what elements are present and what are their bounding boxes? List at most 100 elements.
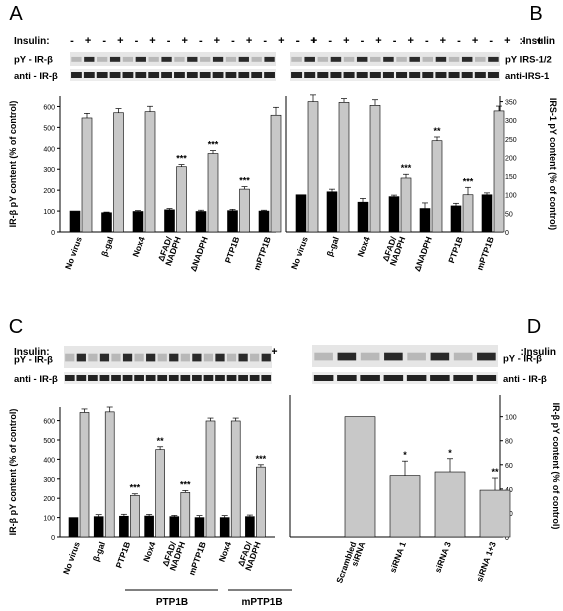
blot-band bbox=[200, 56, 211, 62]
blot-band bbox=[304, 56, 315, 62]
insulin-sign-B: + bbox=[440, 35, 446, 47]
bar-A bbox=[195, 211, 207, 233]
bar-C bbox=[79, 412, 90, 538]
bar-B bbox=[326, 191, 338, 233]
blot-band bbox=[317, 72, 329, 78]
blot-band bbox=[317, 56, 329, 62]
bar-B bbox=[369, 105, 381, 233]
blot-label-anti-D: anti - IR-β bbox=[503, 374, 547, 385]
blot-band bbox=[356, 56, 368, 62]
y-tick-label: 0 bbox=[51, 535, 55, 542]
blot-band bbox=[291, 72, 303, 78]
blot-band bbox=[145, 375, 156, 381]
blot-band bbox=[161, 56, 172, 62]
y-tick-label: 100 bbox=[505, 193, 517, 200]
blot-band bbox=[343, 72, 355, 78]
y-tick-label: 100 bbox=[43, 516, 55, 523]
category-label-B: PTP1B bbox=[446, 235, 465, 264]
category-label-C: PTP1B bbox=[114, 540, 133, 569]
bar-C bbox=[180, 492, 191, 538]
blot-band bbox=[161, 72, 172, 78]
blot-band bbox=[264, 56, 275, 62]
insulin-sign-B: + bbox=[311, 35, 317, 47]
chart-B: 0 50 100 150 200 250 300 350 IRS-1 pY content (%… bbox=[285, 94, 558, 273]
blot-label-anti-B: anti-IRS-1 bbox=[505, 71, 550, 82]
blot-band bbox=[488, 56, 499, 62]
bar-C bbox=[119, 515, 129, 538]
blot-band bbox=[187, 56, 198, 62]
blot-band bbox=[396, 56, 407, 62]
y-tick-label: 600 bbox=[43, 104, 55, 111]
bar-B bbox=[493, 110, 505, 233]
bar-D bbox=[434, 471, 466, 538]
insulin-sign-A: + bbox=[278, 35, 284, 47]
blot-band bbox=[461, 72, 473, 78]
insulin-sign-A: - bbox=[167, 35, 171, 47]
blot-band bbox=[97, 56, 108, 62]
blot-band bbox=[148, 56, 159, 62]
bar-B bbox=[481, 194, 493, 233]
blot-band bbox=[226, 375, 237, 381]
bar-C bbox=[219, 517, 230, 538]
bar-B bbox=[400, 177, 412, 233]
category-label-A: ΔNADPH bbox=[188, 235, 210, 273]
insulin-sign-B: + bbox=[536, 35, 542, 47]
bar-B bbox=[307, 101, 319, 233]
bar-A bbox=[270, 114, 282, 233]
blot-band bbox=[157, 353, 167, 362]
blot-band bbox=[261, 375, 272, 381]
significance-mark: * bbox=[403, 450, 407, 460]
significance-mark: *** bbox=[208, 140, 219, 150]
significance-mark: *** bbox=[401, 163, 412, 173]
blot-band bbox=[430, 375, 450, 381]
insulin-sign-B: - bbox=[328, 35, 332, 47]
blot-band bbox=[212, 72, 224, 78]
category-label-B: mPTP1B bbox=[475, 235, 496, 271]
category-label-D: siRNA 1 bbox=[387, 540, 408, 574]
y-axis-label-C: IR-β pY content (% of control) bbox=[8, 409, 18, 536]
blot-strip-anti-D bbox=[312, 372, 498, 384]
y-tick-label: 0 bbox=[505, 230, 509, 237]
blot-band bbox=[382, 72, 394, 78]
blot-band bbox=[476, 375, 497, 381]
insulin-sign-A: + bbox=[85, 35, 91, 47]
panel-letter-D: D bbox=[527, 316, 541, 338]
y-tick-label: 300 bbox=[43, 477, 55, 484]
y-tick-label: 500 bbox=[43, 438, 55, 445]
insulin-sign-B: - bbox=[361, 35, 365, 47]
blot-band bbox=[174, 72, 185, 78]
y-tick-label: 100 bbox=[43, 209, 55, 216]
blot-band bbox=[83, 72, 95, 78]
bar-B bbox=[357, 201, 369, 233]
blot-band bbox=[384, 352, 403, 361]
category-label-D: siRNA 3 bbox=[432, 540, 453, 574]
blot-band bbox=[238, 56, 249, 62]
blot-band bbox=[186, 72, 198, 78]
panel-letter-B: B bbox=[529, 3, 542, 25]
y-axis-label-A: IR-β pY content (% of control) bbox=[8, 101, 18, 228]
y-tick-label: 250 bbox=[505, 137, 517, 144]
bar-B bbox=[450, 205, 462, 233]
blot-band bbox=[406, 375, 427, 381]
y-tick-label: 60 bbox=[505, 463, 513, 470]
blot-band bbox=[477, 352, 496, 361]
category-label-D: siRNA 1+3 bbox=[474, 540, 498, 583]
category-label-C: Nox4 bbox=[141, 540, 158, 563]
blot-band bbox=[180, 353, 190, 362]
bar-C bbox=[144, 515, 154, 538]
blot-band bbox=[250, 353, 260, 362]
y-tick-label: 0 bbox=[51, 230, 55, 237]
insulin-sign-C: + bbox=[271, 346, 277, 358]
blot-band bbox=[314, 352, 333, 361]
blot-band bbox=[84, 56, 95, 62]
blot-strip-pY-B bbox=[290, 52, 500, 66]
blot-band bbox=[313, 375, 334, 381]
blot-band bbox=[122, 375, 133, 381]
blot-band bbox=[76, 353, 86, 362]
blot-band bbox=[396, 72, 408, 78]
blot-band bbox=[225, 72, 237, 78]
y-tick-label: 200 bbox=[505, 155, 517, 162]
blot-band bbox=[203, 353, 214, 362]
significance-mark: ** bbox=[433, 126, 441, 136]
